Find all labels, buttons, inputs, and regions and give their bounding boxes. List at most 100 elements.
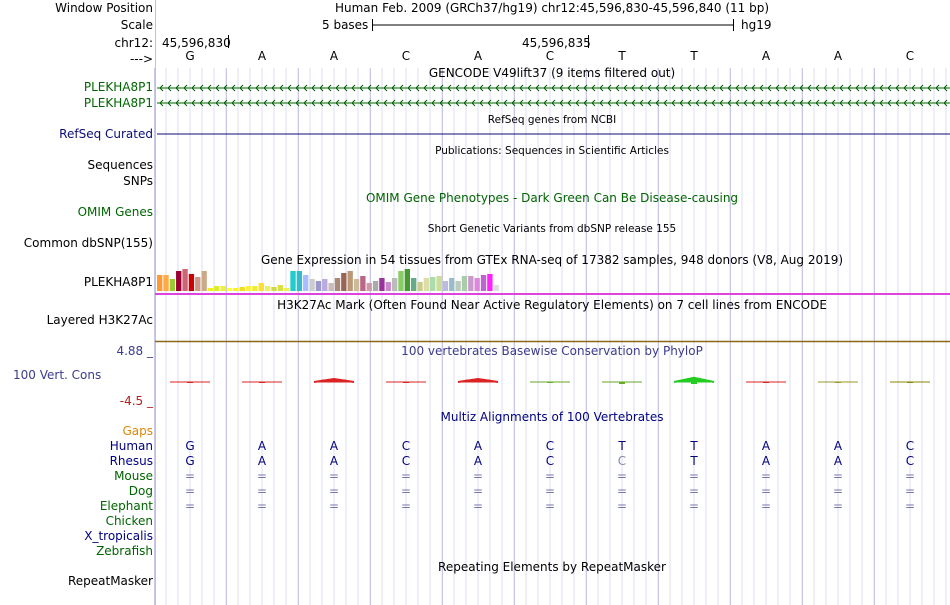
assembly-label: hg19 xyxy=(741,18,772,32)
ruler-base: A xyxy=(833,49,843,63)
gtex-tissue-bar xyxy=(366,283,372,291)
gtex-tissue-bar xyxy=(449,278,455,291)
alignment-base: A xyxy=(257,454,267,468)
ruler-base: C xyxy=(401,49,411,63)
h3k27ac-label[interactable]: Layered H3K27Ac xyxy=(46,313,153,327)
gtex-tissue-bar xyxy=(169,279,176,291)
gtex-tissue-bar xyxy=(176,271,182,291)
gtex-tissue-bar xyxy=(264,286,271,291)
gtex-tissue-bar xyxy=(233,288,239,291)
dbsnp-title: Short Genetic Variants from dbSNP releas… xyxy=(427,223,677,235)
alignment-base: = xyxy=(760,499,772,513)
species-label[interactable]: Mouse xyxy=(114,469,153,483)
gtex-tissue-bar xyxy=(207,288,214,291)
gencode-track-label-1[interactable]: PLEKHA8P1 xyxy=(83,80,153,94)
gtex-tissue-bar xyxy=(163,275,169,291)
gtex-tissue-bar xyxy=(341,273,347,291)
gtex-tissue-bar xyxy=(284,288,290,291)
alignment-base: = xyxy=(688,484,700,498)
gtex-tissue-bar xyxy=(214,286,220,291)
phylop-peak xyxy=(313,377,355,383)
scale-value: 5 bases xyxy=(322,18,369,32)
gtex-tissue-bar xyxy=(423,278,430,291)
species-label[interactable]: Zebrafish xyxy=(96,544,153,558)
gtex-tissue-bar xyxy=(188,274,195,291)
alignment-base: A xyxy=(761,454,771,468)
phylop-label[interactable]: 100 Vert. Cons xyxy=(13,368,102,382)
window-position-value: Human Feb. 2009 (GRCh37/hg19) chr12:45,5… xyxy=(334,1,770,15)
snps-label[interactable]: SNPs xyxy=(123,174,153,188)
species-label[interactable]: X_tropicalis xyxy=(84,529,153,543)
gtex-tissue-bar xyxy=(220,286,226,291)
species-label[interactable]: Chicken xyxy=(105,514,153,528)
alignment-base: = xyxy=(832,469,844,483)
ruler-base: C xyxy=(905,49,915,63)
gtex-tissue-bar xyxy=(468,276,474,291)
alignment-base: G xyxy=(185,454,195,468)
alignment-base: = xyxy=(472,469,484,483)
refseq-title: RefSeq genes from NCBI xyxy=(487,114,617,126)
h3k27ac-title: H3K27Ac Mark (Often Found Near Active Re… xyxy=(277,298,827,312)
alignment-base: C xyxy=(905,454,915,468)
alignment-base: = xyxy=(400,469,412,483)
phylop-max-label: 4.88 _ xyxy=(116,344,153,358)
gtex-tissue-bar xyxy=(290,271,296,291)
window-position-label: Window Position xyxy=(55,1,153,15)
ruler-base: A xyxy=(473,49,483,63)
alignment-base: G xyxy=(185,439,195,453)
alignment-base: = xyxy=(616,484,628,498)
phylop-peak xyxy=(673,376,715,383)
alignment-base: A xyxy=(257,439,267,453)
alignment-base: A xyxy=(473,454,483,468)
gtex-tissue-bar xyxy=(182,269,188,291)
alignment-base: = xyxy=(760,469,772,483)
alignment-base: = xyxy=(904,484,916,498)
alignment-base: = xyxy=(256,469,268,483)
repeatmasker-label[interactable]: RepeatMasker xyxy=(67,574,153,588)
phylop-title: 100 vertebrates Basewise Conservation by… xyxy=(401,344,703,358)
chrom-label: chr12: xyxy=(114,36,153,50)
gtex-label[interactable]: PLEKHA8P1 xyxy=(83,275,153,289)
ruler-base: C xyxy=(545,49,555,63)
refseq-label[interactable]: RefSeq Curated xyxy=(59,127,153,141)
dbsnp-label[interactable]: Common dbSNP(155) xyxy=(23,236,153,250)
alignment-base: = xyxy=(400,484,412,498)
gtex-tissue-bar xyxy=(309,279,315,291)
alignment-base: A xyxy=(833,439,843,453)
gtex-tissue-bar xyxy=(436,276,442,291)
alignment-base: A xyxy=(833,454,843,468)
gtex-tissue-bar xyxy=(239,287,245,291)
position-mid: 45,596,835 xyxy=(522,36,591,50)
gtex-tissue-bar xyxy=(487,274,493,291)
omim-label[interactable]: OMIM Genes xyxy=(77,205,153,219)
gtex-tissue-bar xyxy=(442,281,449,291)
gencode-track-label-2[interactable]: PLEKHA8P1 xyxy=(83,96,153,110)
gtex-tissue-bar xyxy=(353,279,360,291)
multiz-title: Multiz Alignments of 100 Vertebrates xyxy=(440,410,664,424)
species-label[interactable]: Dog xyxy=(128,484,153,498)
species-label[interactable]: Human xyxy=(109,439,153,453)
gtex-tissue-bar xyxy=(474,278,480,291)
scale-label: Scale xyxy=(120,18,153,32)
gtex-tissue-bar xyxy=(195,277,201,291)
phylop-positive-marker xyxy=(691,378,697,384)
alignment-base: C xyxy=(401,439,411,453)
alignment-base: = xyxy=(832,499,844,513)
alignment-base: = xyxy=(544,469,556,483)
alignment-base: A xyxy=(473,439,483,453)
species-label[interactable]: Elephant xyxy=(99,499,153,513)
phylop-bar xyxy=(763,382,769,383)
gtex-tissue-bar xyxy=(398,271,404,291)
species-label[interactable]: Rhesus xyxy=(109,454,153,468)
gaps-label[interactable]: Gaps xyxy=(122,424,153,438)
alignment-base: A xyxy=(329,439,339,453)
gtex-tissue-bar xyxy=(455,281,461,291)
gtex-tissue-bar xyxy=(258,283,264,291)
alignment-base: A xyxy=(329,454,339,468)
gtex-tissue-bar xyxy=(417,282,423,291)
alignment-base: A xyxy=(761,439,771,453)
ruler-base: A xyxy=(329,49,339,63)
gtex-tissue-bar xyxy=(271,287,277,291)
sequences-label[interactable]: Sequences xyxy=(87,158,153,172)
